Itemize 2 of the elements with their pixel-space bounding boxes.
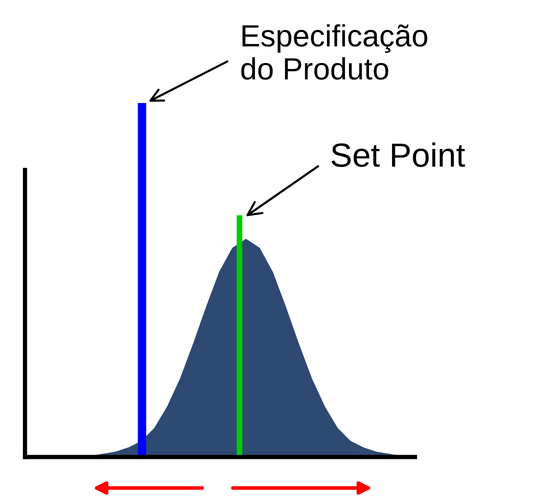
text: Especificação do Produto <box>241 24 428 80</box>
text: Set Point <box>332 142 466 167</box>
